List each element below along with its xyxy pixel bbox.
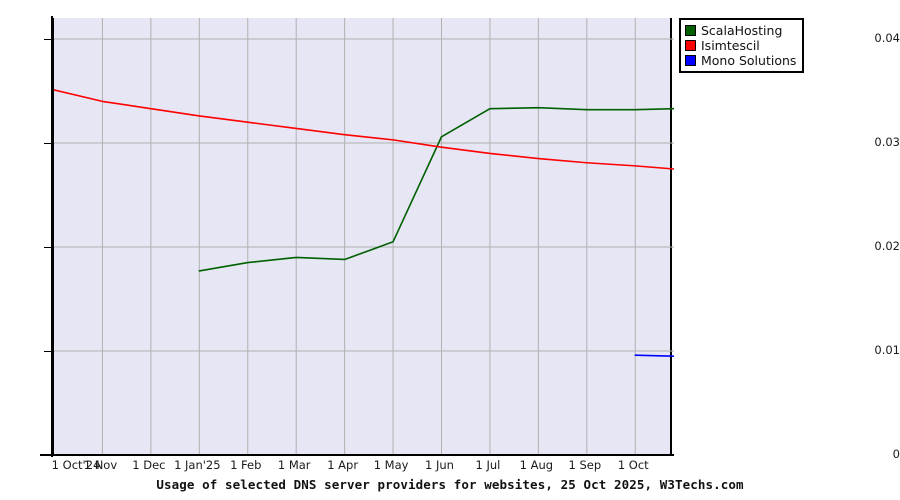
plot-area xyxy=(52,18,674,455)
y-axis-tick-mark xyxy=(44,143,52,144)
legend-swatch-icon xyxy=(685,55,696,66)
x-axis-tick-label: 1 Nov xyxy=(83,458,118,472)
y-axis-tick-label: 0.02 xyxy=(874,239,900,253)
y-axis-tick-mark xyxy=(44,455,52,456)
x-axis-tick-label: 1 Mar xyxy=(277,458,311,472)
x-axis-tick-label: 1 Dec xyxy=(132,458,166,472)
x-axis-tick-label: 1 Jan'25 xyxy=(174,458,221,472)
y-axis-tick-mark xyxy=(44,39,52,40)
legend-item[interactable]: ScalaHosting xyxy=(685,23,796,38)
legend-item-label: ScalaHosting xyxy=(701,23,783,38)
chart-caption: Usage of selected DNS server providers f… xyxy=(156,477,744,492)
x-axis-tick-label: 1 May xyxy=(373,458,409,472)
y-axis-tick-label: 0.03 xyxy=(874,135,900,149)
legend-item-label: Isimtescil xyxy=(701,38,760,53)
x-axis-tick-label: 1 Jul xyxy=(475,458,501,472)
series-lines xyxy=(54,89,674,358)
x-axis-tick-label: 1 Jun xyxy=(425,458,454,472)
y-axis-tick-label: 0.01 xyxy=(874,343,900,357)
series-line-scalahosting xyxy=(198,106,674,272)
y-axis-tick-label: 0 xyxy=(892,447,900,461)
gridlines xyxy=(54,18,674,455)
x-axis-tick-label: 1 Oct'24 xyxy=(51,458,101,472)
x-axis-tick-label: 1 Oct xyxy=(617,458,649,472)
y-axis-tick-mark xyxy=(44,247,52,248)
legend-swatch-icon xyxy=(685,25,696,36)
y-axis-tick-label: 0.04 xyxy=(874,31,900,45)
series-line-isimtescil xyxy=(54,89,674,170)
x-axis-tick-label: 1 Apr xyxy=(327,458,359,472)
series-line-mono-solutions xyxy=(634,354,674,358)
x-axis-tick-label: 1 Aug xyxy=(519,458,554,472)
y-axis-tick-mark xyxy=(44,351,52,352)
x-axis-tick-label: 1 Feb xyxy=(230,458,262,472)
plot-svg xyxy=(54,18,674,455)
legend-item-label: Mono Solutions xyxy=(701,53,797,68)
x-axis-tick-label: 1 Sep xyxy=(568,458,602,472)
x-axis-line xyxy=(40,454,674,456)
y-axis-line xyxy=(51,16,53,457)
legend-item[interactable]: Mono Solutions xyxy=(685,53,796,68)
legend-swatch-icon xyxy=(685,40,696,51)
legend-item[interactable]: Isimtescil xyxy=(685,38,796,53)
legend: ScalaHosting Isimtescil Mono Solutions xyxy=(679,18,805,73)
